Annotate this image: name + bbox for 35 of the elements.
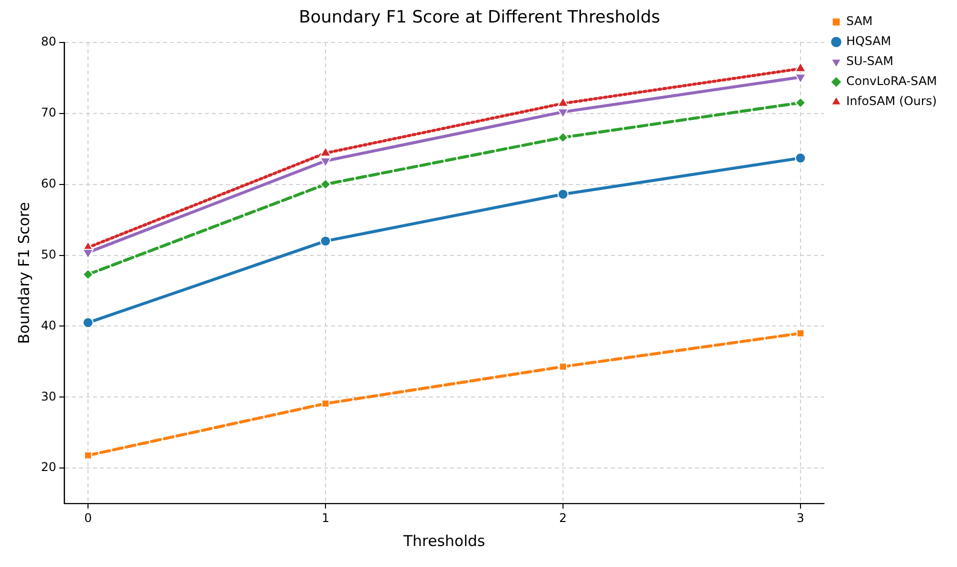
legend-label: ConvLoRA-SAM	[846, 74, 938, 88]
legend-label: InfoSAM (Ours)	[846, 94, 937, 108]
point	[320, 146, 332, 157]
y-tick-label: 30	[40, 389, 56, 404]
point	[320, 236, 332, 247]
point	[82, 268, 94, 280]
y-tick-label: 40	[40, 318, 56, 332]
x-tick-label: 3	[796, 510, 804, 525]
x-tick-label: 1	[322, 510, 330, 525]
point	[82, 317, 94, 328]
legend-label: SU-SAM	[846, 54, 894, 68]
x-tick-label: 2	[559, 510, 567, 525]
point	[82, 248, 94, 259]
chart-title: Boundary F1 Score at Different Thresholds	[298, 8, 660, 28]
point	[321, 400, 330, 408]
legend-label: HQSAM	[846, 34, 892, 48]
point	[320, 157, 332, 168]
y-axis-title: Boundary F1 Score	[14, 202, 33, 344]
point	[558, 362, 568, 371]
point	[320, 178, 332, 190]
point	[557, 132, 568, 143]
point	[794, 152, 806, 164]
x-axis-title: Thresholds	[402, 532, 486, 550]
point	[557, 108, 569, 118]
y-tick-label: 60	[40, 176, 56, 190]
point	[84, 451, 92, 460]
y-tick-label: 50	[40, 247, 56, 262]
y-tick-label: 20	[40, 460, 56, 474]
x-tick-label: 0	[84, 510, 92, 525]
point	[794, 62, 806, 72]
point	[794, 97, 806, 108]
y-tick-label: 70	[40, 105, 56, 120]
point	[557, 188, 568, 200]
legend-label: SAM	[846, 14, 873, 28]
y-tick-label: 80	[40, 34, 56, 49]
